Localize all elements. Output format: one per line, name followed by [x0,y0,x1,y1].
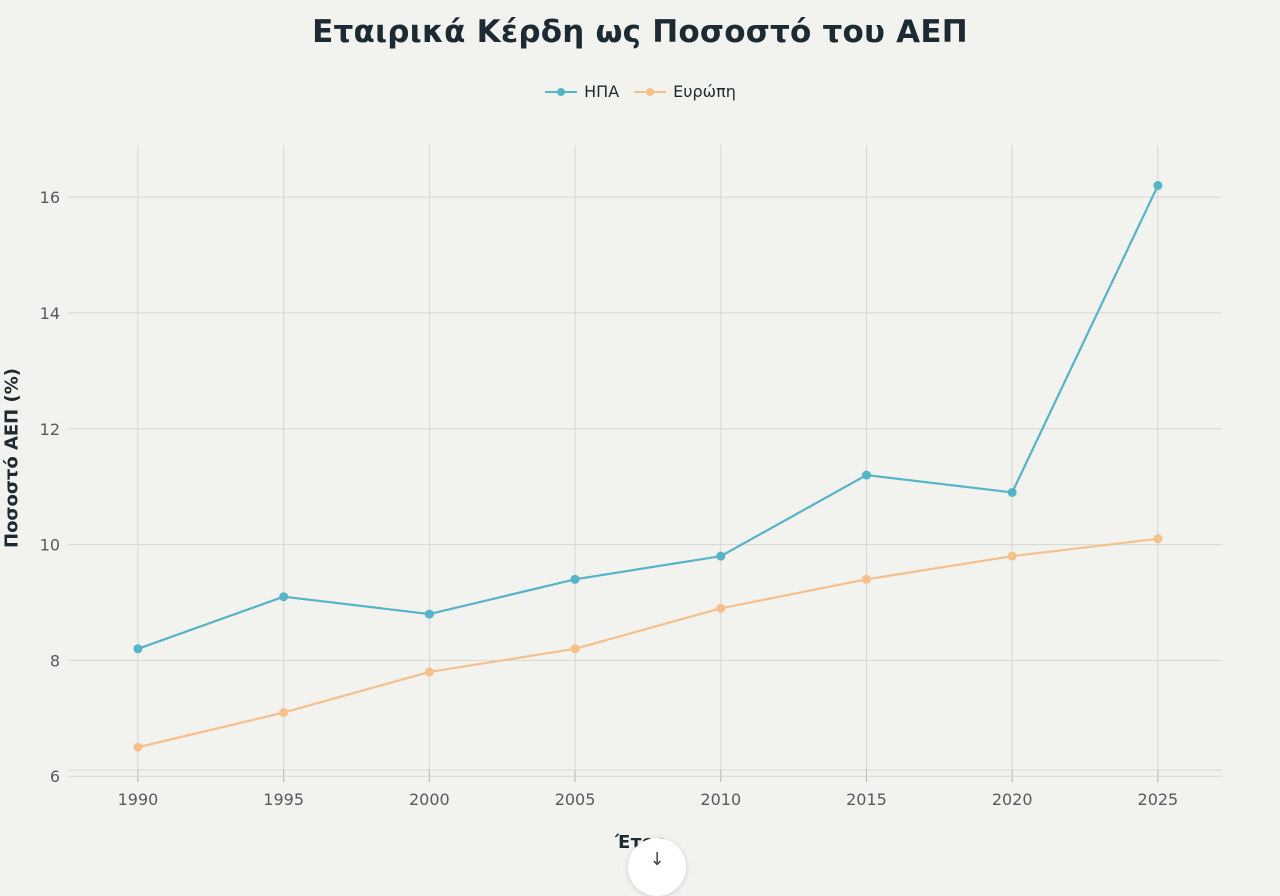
x-tick-label: 2015 [846,790,887,809]
y-tick-label: 12 [40,420,60,439]
data-point-1-7 [1153,534,1163,544]
data-point-0-2 [424,609,434,619]
y-tick-label: 8 [50,651,60,670]
legend-swatch-usa [545,87,578,96]
series-line-1 [137,537,1159,749]
series-lines [137,185,1159,749]
series-points [133,181,1163,752]
data-point-1-5 [861,574,871,584]
legend-swatch-europe [634,87,667,96]
x-tick-label: 2020 [992,790,1033,809]
data-point-0-6 [1007,487,1017,497]
legend-item-europe[interactable]: Ευρώπη [633,82,736,101]
data-point-1-2 [424,667,434,677]
x-tick-label: 2025 [1138,790,1179,809]
y-tick-label: 14 [40,304,60,323]
legend-item-usa[interactable]: ΗΠΑ [544,82,619,101]
x-tick-label: 1995 [263,790,304,809]
data-point-0-1 [279,592,289,602]
x-tick-label: 2005 [555,790,596,809]
data-point-1-3 [570,644,580,654]
chart-title: Εταιρικά Κέρδη ως Ποσοστό του ΑΕΠ [312,14,968,50]
y-tick-label: 16 [40,188,60,207]
data-point-1-0 [133,742,143,752]
legend-label-usa: ΗΠΑ [584,82,620,101]
data-point-1-1 [279,708,289,718]
data-point-0-3 [570,574,580,584]
line-chart: 1990 1995 2000 2005 2010 2015 2020 2025 6 8 10 12 1… [40,145,1222,809]
chart-legend: ΗΠΑ Ευρώπη [0,82,1280,101]
data-point-0-0 [133,644,143,654]
series-line-0 [137,185,1159,650]
data-point-1-6 [1007,551,1017,561]
x-axis-ticks: 1990 1995 2000 2005 2010 2015 2020 2025 [118,790,1179,809]
x-tick-label: 1990 [118,790,159,809]
x-tick-label: 2000 [409,790,450,809]
data-point-1-4 [716,603,726,613]
data-point-0-7 [1153,181,1163,191]
data-point-0-5 [861,470,871,480]
legend-label-europe: Ευρώπη [673,82,736,101]
chart-grid [68,145,1222,782]
data-point-0-4 [716,551,726,561]
y-tick-label: 10 [40,536,60,555]
x-tick-label: 2010 [700,790,741,809]
y-tick-label: 6 [50,767,60,786]
y-axis-ticks: 6 8 10 12 14 16 [40,188,60,786]
scroll-down-button[interactable]: ↓ [628,838,686,896]
